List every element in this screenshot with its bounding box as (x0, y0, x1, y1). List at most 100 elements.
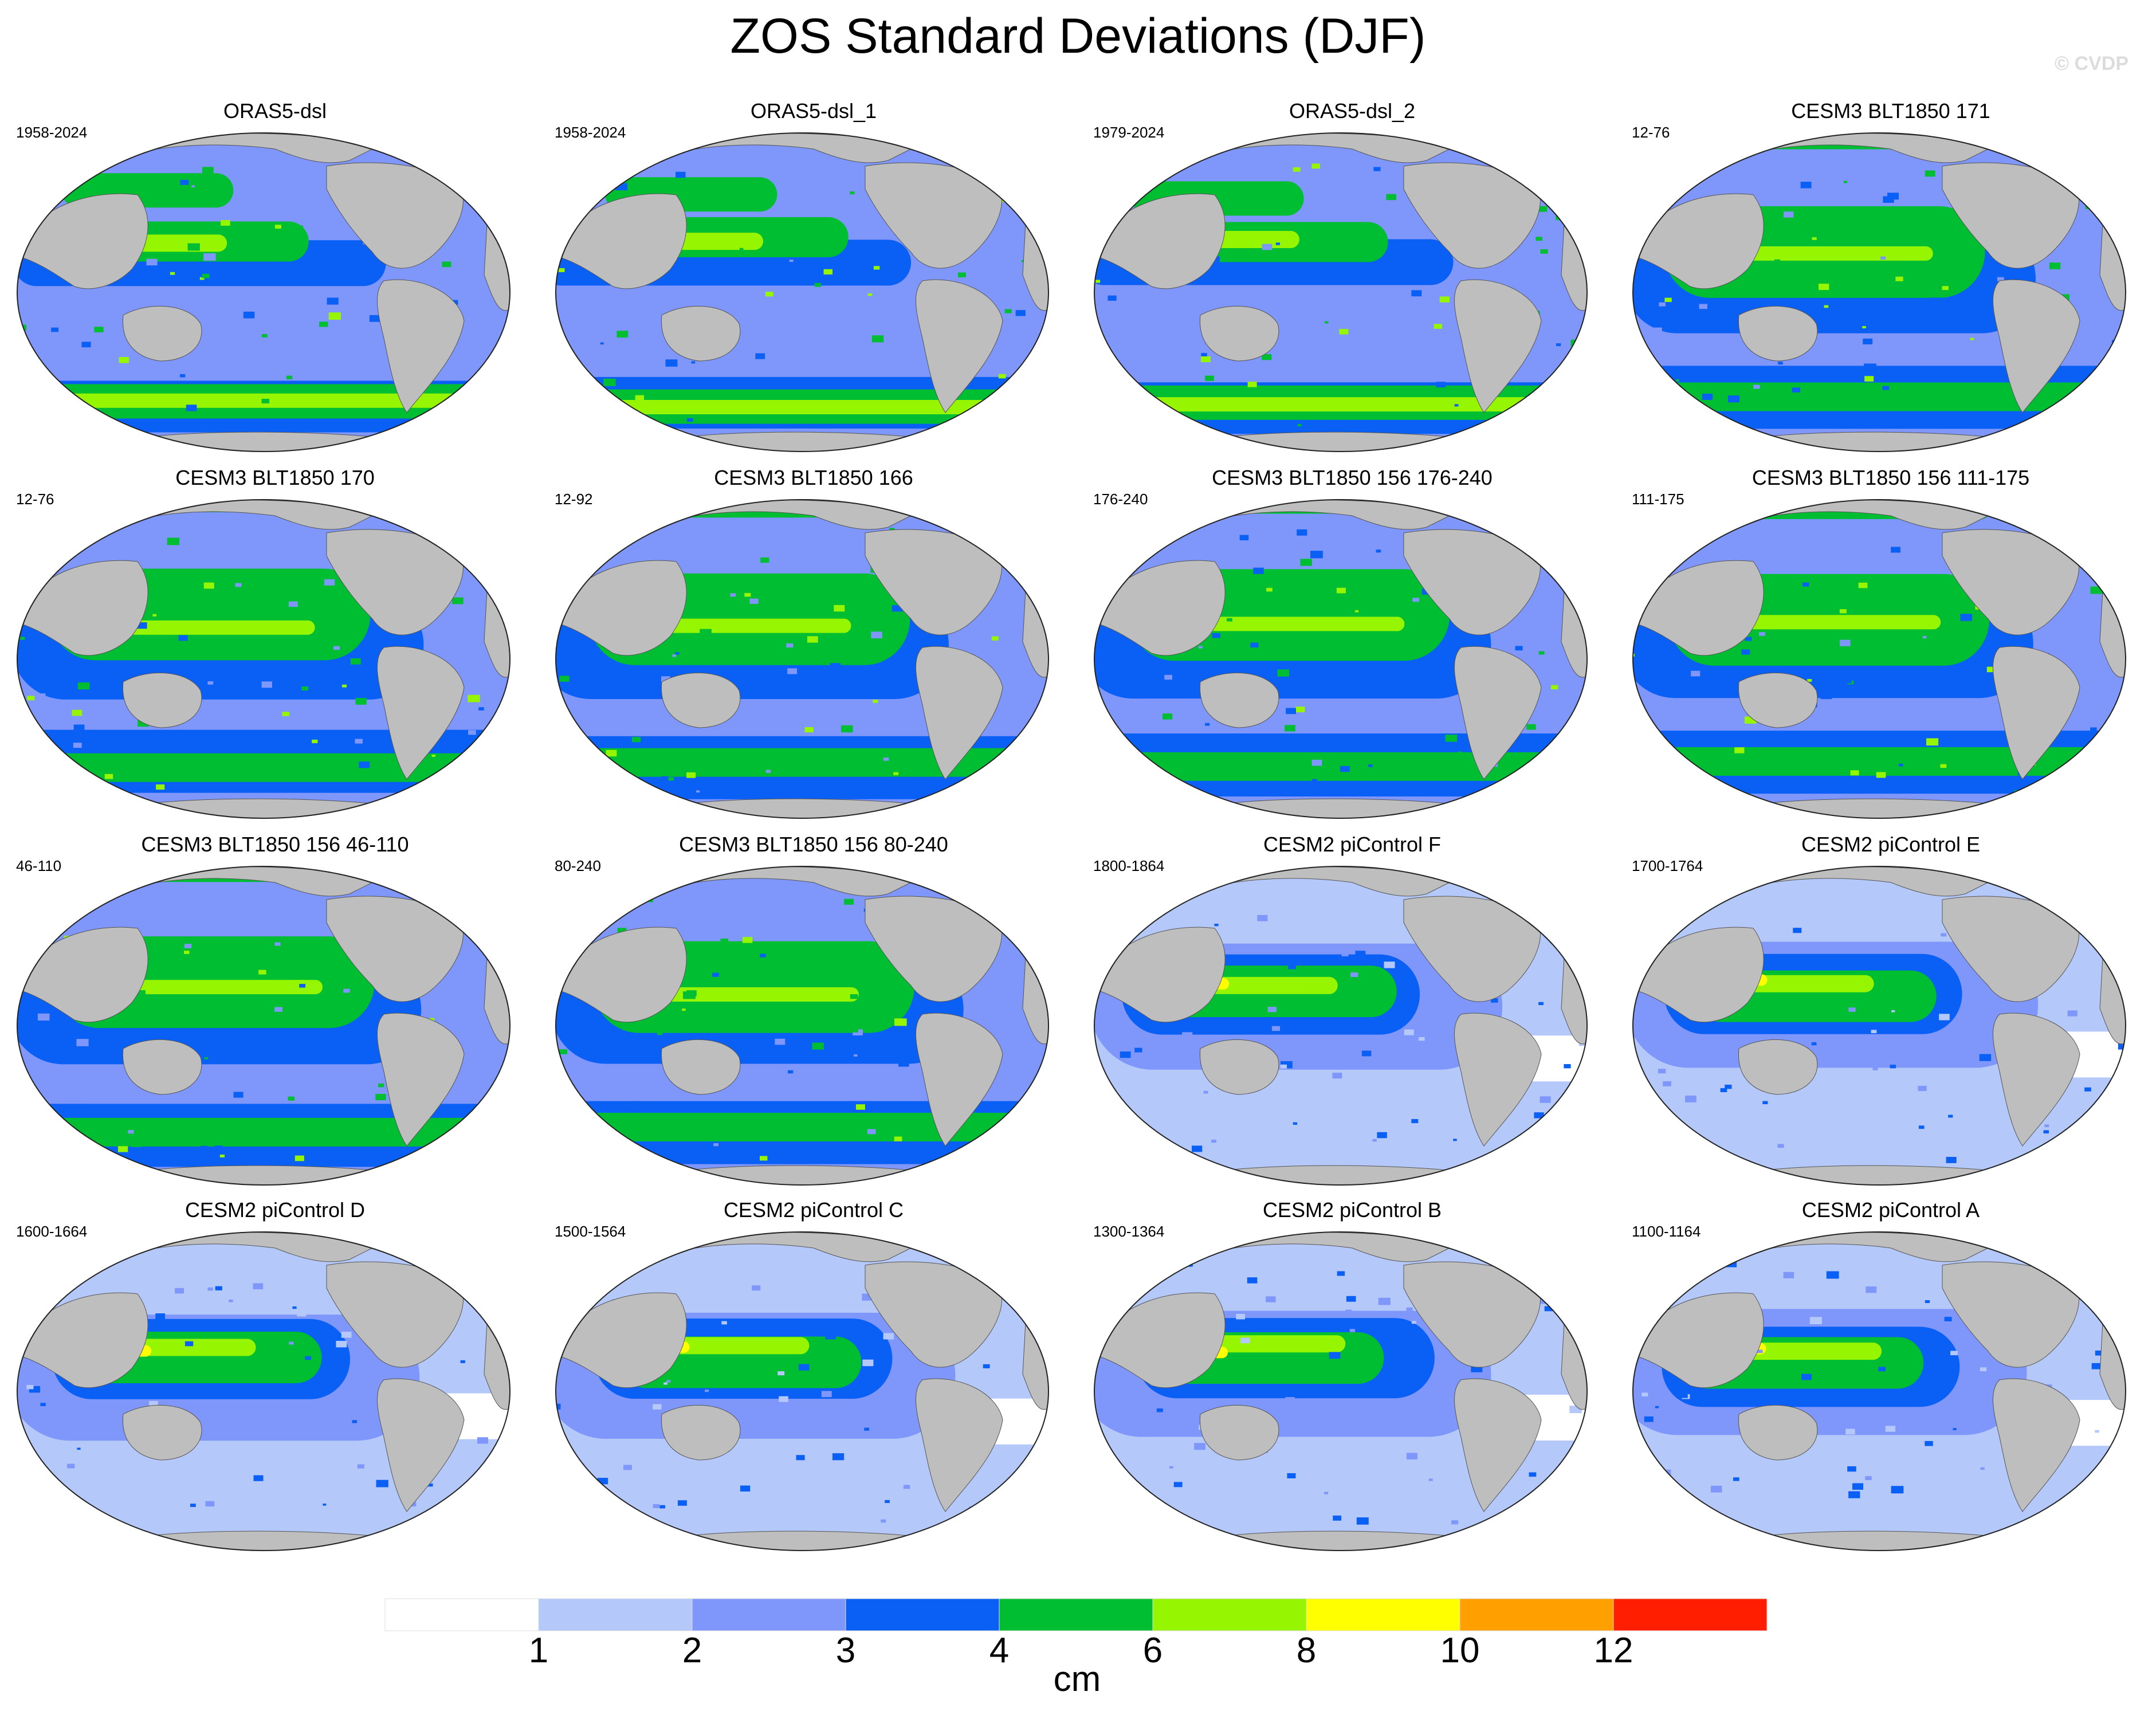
sd-cell (872, 1077, 879, 1081)
sd-cell (1898, 763, 1903, 767)
sd-cell (1257, 915, 1268, 921)
sd-cell (1688, 532, 1694, 536)
sd-cell (695, 559, 700, 563)
sd-cell (1173, 1482, 1183, 1488)
map-outline (555, 499, 1050, 819)
sd-cell (786, 643, 794, 648)
land-mass (122, 305, 202, 362)
sd-cell (999, 417, 1007, 422)
sd-cell (1656, 912, 1662, 916)
sd-cell (559, 1153, 567, 1158)
robinson-map (555, 132, 1050, 452)
sd-cell (132, 1141, 142, 1147)
sd-cell (587, 391, 599, 398)
sd-cell (1227, 618, 1232, 622)
robinson-map (1632, 499, 2127, 819)
sd-cell (1015, 310, 1026, 316)
sd-cell (231, 1014, 235, 1018)
robinson-map (1093, 866, 1599, 1186)
land-mass (1199, 305, 1279, 362)
sd-cell (2118, 714, 2126, 721)
sd-cell (253, 1475, 264, 1481)
sd-cell (1284, 1084, 1291, 1088)
map-panel: CESM2 piControl D 1600-1664 (6, 1198, 544, 1564)
map-outline (1093, 499, 1588, 819)
sd-cell (1332, 1073, 1342, 1079)
sd-cell (184, 1341, 194, 1347)
sd-cell (1997, 277, 2004, 281)
sd-cell (1966, 660, 1976, 666)
sd-cell (2103, 304, 2114, 311)
panel-title: CESM3 BLT1850 156 111-175 (1751, 466, 2030, 489)
sd-cell (1324, 1492, 1329, 1494)
sd-cell (1364, 1451, 1376, 1459)
sd-cell (902, 364, 910, 369)
sd-cell (202, 273, 210, 278)
map-outline (1632, 866, 2127, 1186)
sd-cell (355, 739, 363, 744)
sd-cell (1247, 382, 1257, 387)
sd-cell (1862, 326, 1866, 328)
sd-cell (1783, 1271, 1794, 1278)
sd-cell (73, 724, 85, 731)
sd-cell (752, 1285, 761, 1291)
sd-cell (1809, 1317, 1822, 1324)
sd-cell (429, 628, 436, 633)
sd-cell (1339, 329, 1349, 335)
sd-cell (572, 1297, 576, 1300)
land-mass (661, 1039, 741, 1095)
sd-cell (1784, 211, 1794, 218)
panel-title: CESM2 piControl C (723, 1198, 904, 1222)
sd-cell (740, 1485, 751, 1492)
map-panel: CESM2 piControl E 1700-1764 (1621, 832, 2156, 1199)
sd-cell (135, 990, 146, 997)
sd-cell (1819, 284, 1829, 291)
sd-cell (1774, 259, 1781, 263)
panel-title: ORAS5-dsl (223, 99, 327, 123)
sd-cell (233, 1092, 244, 1098)
sd-cell (1887, 193, 1899, 200)
colorbar-swatch (384, 1598, 539, 1631)
sd-cell (261, 398, 269, 404)
sd-cell (744, 592, 751, 597)
sd-cell (1164, 674, 1172, 680)
sd-cell (1944, 1317, 1952, 1321)
sd-cell (1733, 1477, 1739, 1481)
sd-cell (9, 273, 15, 276)
land-mass (661, 305, 741, 362)
sd-cell (1980, 1467, 1985, 1470)
land-mass (916, 1378, 1003, 1512)
sd-cell (167, 537, 180, 545)
panel-years: 12-76 (16, 490, 54, 508)
sd-cell (1297, 423, 1302, 427)
sd-cell (682, 1008, 686, 1011)
sd-cell (1277, 669, 1289, 677)
sd-cell (1655, 1406, 1659, 1408)
sd-cell (1589, 912, 1599, 918)
sd-cell (190, 1504, 196, 1507)
map-panel: CESM3 BLT1850 170 12-76 (6, 465, 544, 832)
sd-cell (1200, 356, 1211, 363)
sd-cell (668, 777, 674, 781)
sd-cell (1163, 713, 1173, 720)
sd-cell (874, 984, 886, 992)
sd-cell (1891, 1486, 1904, 1494)
sd-cell (215, 653, 222, 657)
sd-cell (357, 1464, 364, 1469)
sd-cell (1847, 1454, 1859, 1461)
sd-cell (1929, 297, 1942, 305)
sd-cell (874, 1485, 880, 1489)
robinson-map (1093, 132, 1588, 452)
sd-cell (2090, 727, 2097, 732)
sd-cell (1038, 337, 1048, 343)
sd-cell (2055, 419, 2063, 424)
sd-cell (1434, 324, 1442, 329)
map-panel: CESM2 piControl F 1800-1864 (1083, 832, 1621, 1199)
sd-cell (215, 1286, 222, 1290)
sd-cell (1108, 295, 1117, 301)
colorbar-tick-label: 6 (1142, 1631, 1163, 1670)
sd-cell (1192, 317, 1204, 325)
sd-cell (710, 1282, 721, 1289)
sd-cell (76, 1039, 89, 1046)
sd-cell (1711, 1109, 1721, 1116)
